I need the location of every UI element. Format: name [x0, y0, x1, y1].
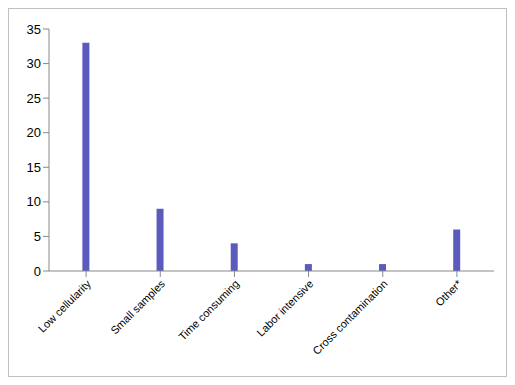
svg-text:Cross contamination: Cross contamination — [310, 277, 389, 356]
svg-text:20: 20 — [27, 125, 41, 140]
svg-text:0: 0 — [34, 264, 41, 279]
svg-text:30: 30 — [27, 56, 41, 71]
svg-text:35: 35 — [27, 22, 41, 37]
svg-text:10: 10 — [27, 194, 41, 209]
svg-text:15: 15 — [27, 160, 41, 175]
svg-text:25: 25 — [27, 91, 41, 106]
svg-text:Time consuming: Time consuming — [176, 277, 241, 342]
svg-text:Other*: Other* — [433, 277, 464, 308]
svg-text:Small samples: Small samples — [108, 277, 167, 336]
svg-text:Low cellularity: Low cellularity — [36, 277, 94, 335]
svg-text:Labor intensive: Labor intensive — [254, 277, 315, 338]
svg-text:5: 5 — [34, 229, 41, 244]
